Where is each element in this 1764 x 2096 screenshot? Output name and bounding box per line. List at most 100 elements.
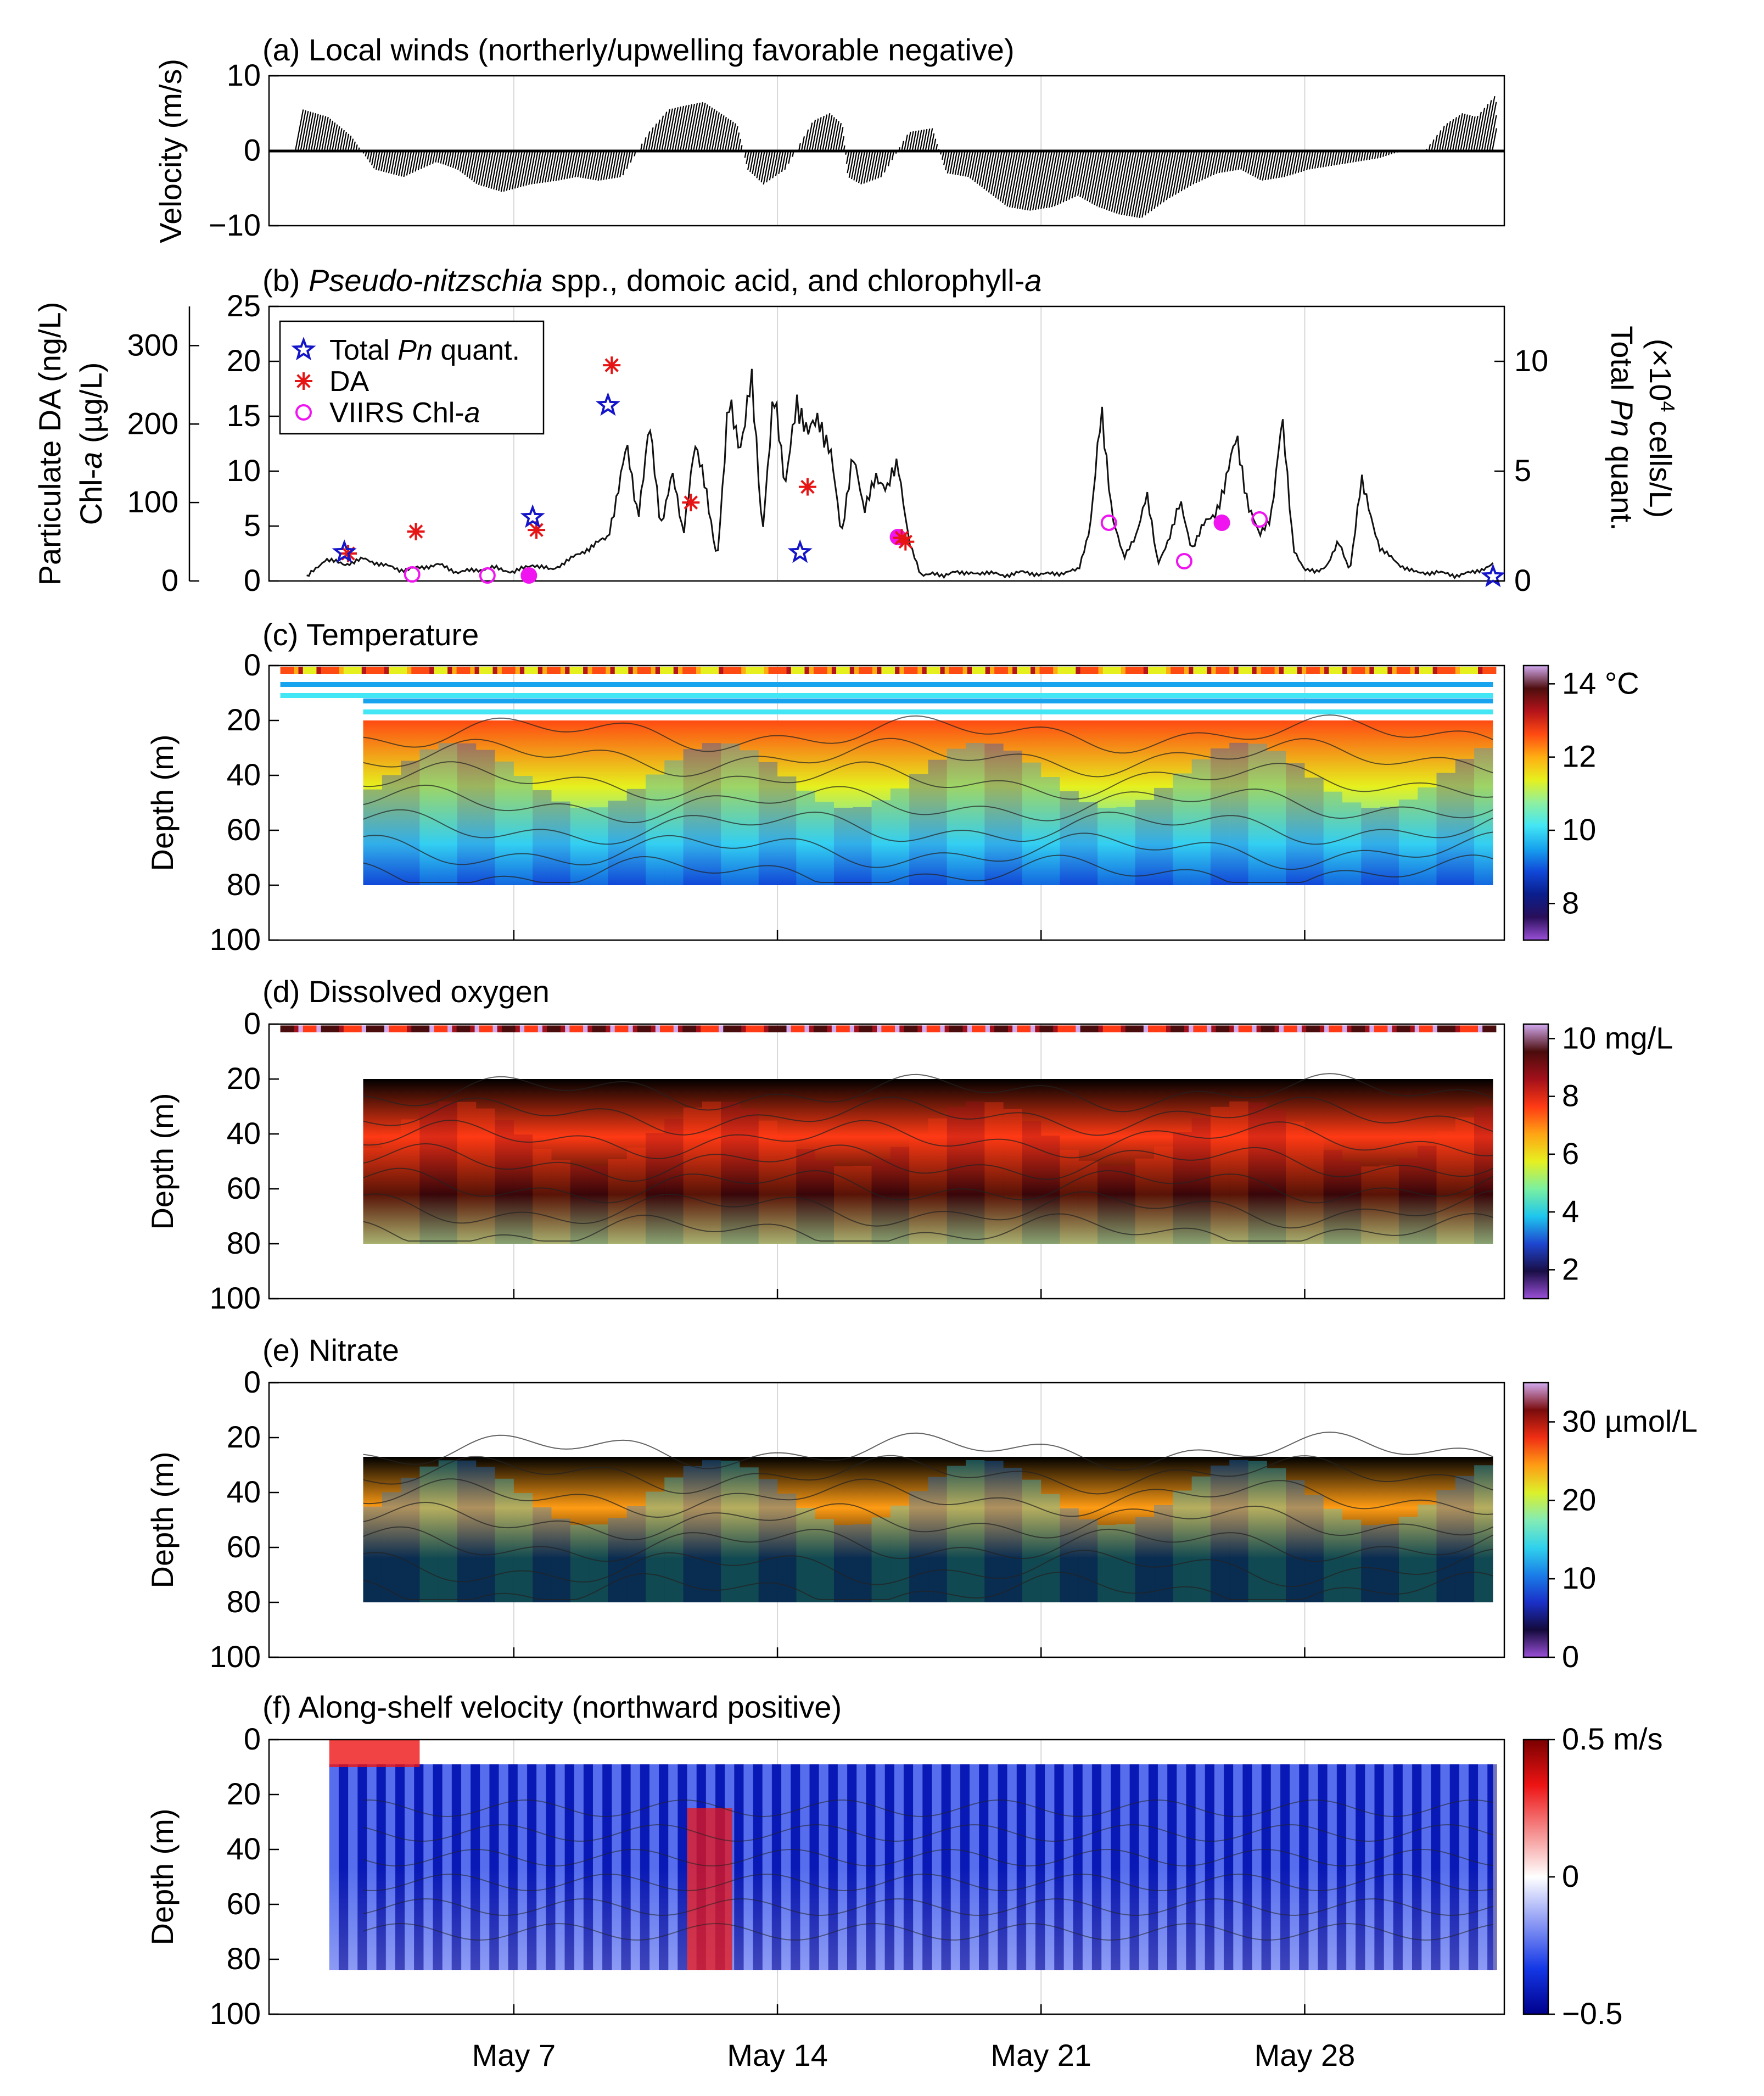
surface-sensor-bar [1234, 667, 1239, 674]
field-patch [589, 1524, 608, 1602]
field-patch [1323, 1150, 1343, 1244]
wind-stick [541, 150, 550, 183]
surface-sensor-bar [470, 667, 475, 674]
field-patch [1097, 808, 1117, 885]
colorbar-tick-label: −0.5 [1562, 1996, 1623, 2031]
surface-sensor-bar [519, 667, 525, 674]
field-patch [1455, 1117, 1475, 1244]
surface-sensor-bar [583, 1025, 588, 1032]
surface-sensor-bar [1197, 667, 1203, 674]
surface-sensor-bar [1252, 667, 1257, 674]
surface-sensor-bar [818, 667, 823, 674]
panel-c-y-ticks: 0 20 40 60 80 100 [210, 647, 1306, 957]
wind-stick [547, 150, 555, 182]
surface-sensor-bar [407, 667, 412, 674]
field-patch [551, 1518, 570, 1602]
field-patch [871, 1517, 891, 1602]
wind-stick [737, 138, 741, 151]
surface-sensor-bar [466, 667, 471, 674]
field-patch [1229, 742, 1248, 885]
surface-sensor-bar [519, 1025, 525, 1032]
surface-sensor-bar [289, 1025, 294, 1032]
wind-stick [880, 150, 887, 178]
panel-b-axes-box [268, 305, 1505, 582]
surface-sensor-bar [750, 1025, 755, 1032]
surface-sensor-bar [1094, 667, 1099, 674]
surface-sensor-bar [1319, 667, 1325, 674]
wind-stick [1213, 150, 1219, 176]
surface-sensor-bar [836, 1025, 841, 1032]
field-patch [890, 1505, 910, 1602]
contour-line [363, 1572, 1493, 1600]
surface-sensor-bar [1256, 1025, 1262, 1032]
wind-stick [1001, 150, 1013, 203]
surface-sensor-bar [967, 667, 972, 674]
wind-stick [1481, 100, 1492, 151]
field-patch [457, 1460, 477, 1602]
surface-sensor-bar [1161, 667, 1167, 674]
surface-sensor-bar [1360, 1025, 1365, 1032]
velocity-column [592, 1764, 603, 1970]
surface-sensor-bar [795, 667, 800, 674]
legend-label-part: a [464, 397, 480, 429]
wind-stick [1250, 150, 1256, 175]
surface-sensor-bar [1089, 667, 1094, 674]
surface-sensor-bar [904, 667, 909, 674]
contour-line [363, 854, 1493, 883]
velocity-column [1016, 1764, 1027, 1970]
surface-sensor-bar [628, 1025, 634, 1032]
wind-stick [976, 150, 984, 184]
surface-sensor-bar [1229, 667, 1234, 674]
surface-sensor-bar [859, 667, 864, 674]
y-tick-label: 60 [227, 1886, 261, 1921]
velocity-column [621, 1764, 631, 1970]
surface-sensor-bar [809, 667, 814, 674]
field-patch [570, 1524, 590, 1602]
panel-f-colorbar [1522, 1739, 1549, 2015]
wind-stick [1116, 150, 1129, 214]
surface-sensor-bar [434, 667, 439, 674]
surface-sensor-bar [651, 1025, 656, 1032]
wind-stick [952, 150, 958, 175]
wind-stick [816, 115, 825, 151]
surface-sensor-bar [596, 667, 602, 674]
surface-sensor-bar [827, 1025, 832, 1032]
wind-stick [1278, 150, 1285, 178]
surface-sensor-bar [533, 1025, 539, 1032]
chl-tick-label: 25 [227, 288, 261, 323]
wind-stick [1333, 150, 1337, 166]
surface-sensor-bar [845, 1025, 850, 1032]
surface-sensor-bar [1139, 1025, 1144, 1032]
wind-stick [420, 150, 425, 169]
field-patch [1003, 750, 1022, 885]
wind-stick [746, 150, 750, 165]
panel-b-legend: Total Pn quant. DA VIIRS Chl-a [279, 320, 545, 435]
field-patch [1078, 1519, 1098, 1602]
velocity-column [819, 1764, 829, 1970]
velocity-column [856, 1764, 866, 1970]
surface-sensor-bar [1216, 1025, 1221, 1032]
wind-stick [563, 150, 570, 180]
wind-stick [1099, 150, 1111, 208]
wind-stick [947, 150, 953, 174]
surface-sensor-bar [895, 667, 900, 674]
surface-sensor-bar [429, 1025, 434, 1032]
wind-stick [1166, 150, 1177, 200]
wind-stick [1104, 150, 1116, 209]
wind-stick [845, 150, 850, 164]
surface-sensor-bar [1017, 1025, 1022, 1032]
surface-sensor-bar [298, 1025, 304, 1032]
surface-sensor-bar [443, 1025, 448, 1032]
surface-sensor-bar [1292, 667, 1298, 674]
surface-sensor-bar [1284, 1025, 1289, 1032]
surface-sensor-bar [1324, 1025, 1329, 1032]
surface-sensor-bar [1039, 1025, 1045, 1032]
wind-stick [352, 141, 356, 151]
chl-tick-label: 5 [244, 508, 261, 543]
surface-sensor-bar [1143, 667, 1149, 674]
wind-stick [493, 150, 502, 190]
wind-stick [1339, 150, 1343, 165]
surface-sensor-bar [1017, 667, 1022, 674]
velocity-column [1186, 1764, 1196, 1970]
velocity-column [1007, 1764, 1017, 1970]
